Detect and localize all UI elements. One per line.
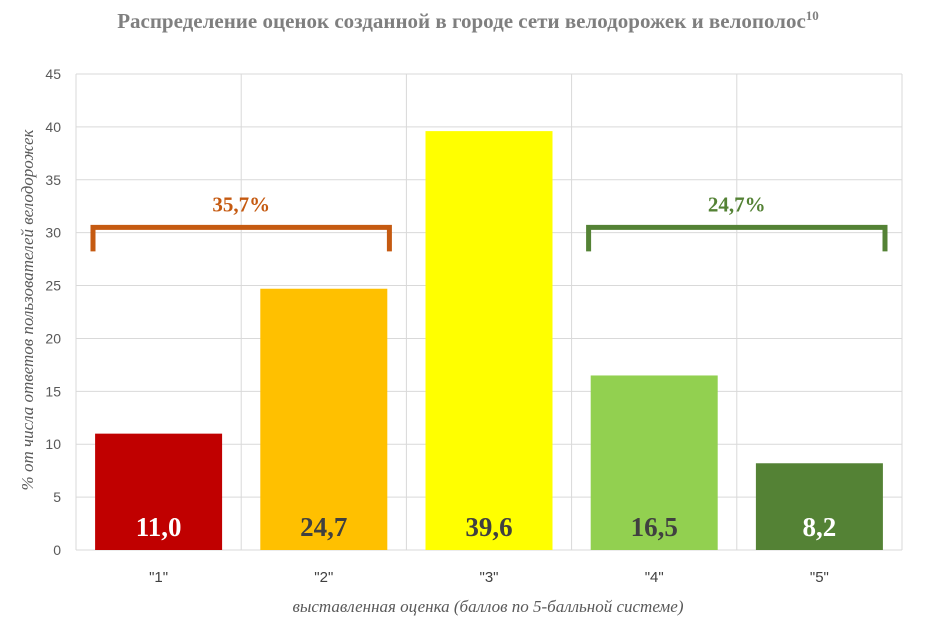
data-label-5: 8,2	[803, 512, 837, 542]
x-tick-label: "5"	[810, 569, 829, 586]
title-footnote: 10	[805, 8, 819, 23]
y-tick-label: 45	[45, 66, 61, 82]
bars: 11,0 24,7 39,6 16,5 8,2	[95, 131, 883, 550]
data-label-2: 24,7	[300, 512, 347, 542]
y-tick-label: 30	[45, 225, 61, 241]
y-tick-labels: 0 5 10 15 20 25 30 35 40 45	[45, 66, 61, 558]
data-label-3: 39,6	[465, 512, 512, 542]
data-label-1: 11,0	[136, 512, 182, 542]
y-tick-label: 35	[45, 172, 61, 188]
bracket-2	[586, 224, 888, 252]
bar-4	[590, 375, 718, 550]
x-tick-label: "4"	[645, 569, 664, 586]
y-tick-label: 25	[45, 278, 61, 294]
chart-title-text: Распределение оценок созданной в городе …	[117, 9, 806, 33]
x-axis-title: выставленная оценка (баллов по 5-балльно…	[292, 597, 683, 616]
x-tick-label: "2"	[314, 569, 333, 586]
brackets: 35,7% 24,7%	[90, 192, 888, 252]
data-label-4: 16,5	[631, 512, 678, 542]
bar-1	[95, 433, 223, 550]
y-tick-label: 20	[45, 330, 61, 346]
bar-3	[425, 131, 553, 550]
y-tick-label: 15	[45, 383, 61, 399]
bar-2	[260, 288, 388, 550]
x-tick-label: "1"	[149, 569, 168, 586]
bracket-label-1: 35,7%	[212, 192, 270, 216]
x-tick-labels: "1" "2" "3" "4" "5"	[149, 569, 829, 586]
y-tick-label: 10	[45, 436, 61, 452]
chart-title: Распределение оценок созданной в городе …	[0, 8, 936, 34]
bracket-label-2: 24,7%	[708, 192, 766, 216]
bracket-1	[90, 224, 392, 252]
bar-5	[755, 463, 883, 550]
y-tick-label: 0	[53, 542, 61, 558]
y-tick-label: 5	[53, 489, 61, 505]
x-tick-label: "3"	[480, 569, 499, 586]
y-axis-title: % от числа ответов пользователей велодор…	[18, 128, 37, 490]
y-tick-label: 40	[45, 119, 61, 135]
